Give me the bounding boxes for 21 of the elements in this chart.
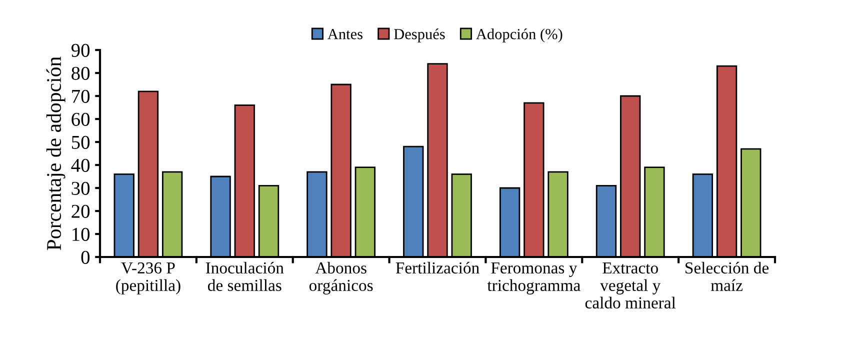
y-tick-label: 20 xyxy=(72,204,90,218)
x-tick-label: Selección de maíz xyxy=(686,262,769,292)
y-tick-label: 90 xyxy=(71,44,90,57)
y-tick-label: 0 xyxy=(81,250,90,264)
y-tick-label: 70 xyxy=(72,90,90,103)
x-tick-label: V-236 P (pepitilla) xyxy=(116,262,180,294)
y-tick-label: 60 xyxy=(72,112,90,126)
y-tick-label: 80 xyxy=(72,66,90,80)
y-axis-title: Porcentaje de adopción xyxy=(46,56,66,250)
legend-label: Antes xyxy=(328,29,362,40)
y-tick-label: 10 xyxy=(72,228,90,241)
legend-label: Después xyxy=(394,28,445,42)
x-tick-label: Inoculación de semillas xyxy=(206,262,284,292)
legend-label: Adopción (%) xyxy=(476,28,562,42)
x-tick-label: Feromonas y trichogramma xyxy=(487,262,580,294)
y-tick-label: 50 xyxy=(72,136,90,149)
x-tick-label: Fertilización xyxy=(396,262,480,274)
x-tick-label: Extracto vegetal y caldo mineral xyxy=(585,262,676,308)
y-tick-label: 30 xyxy=(72,182,90,195)
y-tick-label: 40 xyxy=(71,158,90,172)
x-tick-label: Abonos orgánicos xyxy=(309,262,373,294)
